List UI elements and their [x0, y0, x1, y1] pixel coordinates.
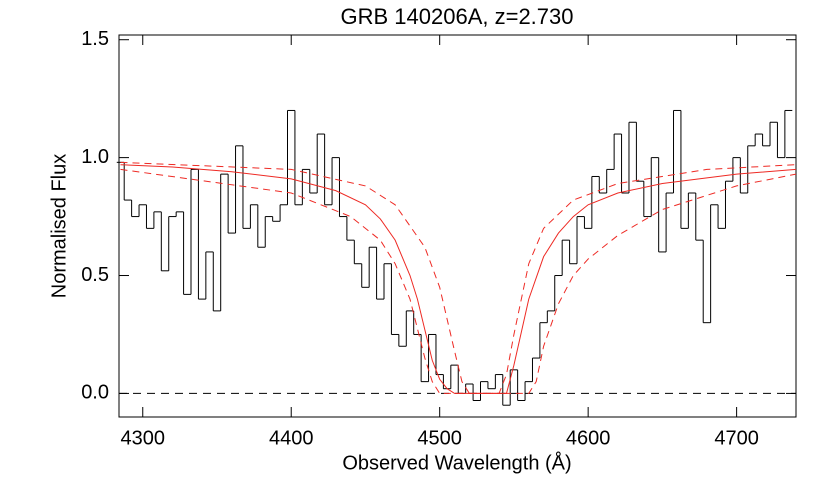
- fit-model: [120, 164, 797, 394]
- fit-bound: [120, 161, 797, 394]
- chart-title: GRB 140206A, z=2.730: [341, 4, 574, 29]
- y-axis-label: Normalised Flux: [48, 154, 70, 298]
- x-tick-label: 4700: [714, 427, 759, 449]
- y-tick-label: 1.0: [81, 146, 109, 168]
- x-axis-label: Observed Wavelength (Å): [342, 451, 571, 474]
- fit-bound: [120, 168, 797, 394]
- x-tick-label: 4500: [417, 427, 462, 449]
- y-tick-label: 0.0: [81, 382, 109, 404]
- y-tick-label: 0.5: [81, 264, 109, 286]
- y-tick-label: 1.5: [81, 28, 109, 50]
- plot-frame: [118, 34, 797, 418]
- x-tick-label: 4400: [269, 427, 314, 449]
- x-tick-label: 4300: [121, 427, 166, 449]
- x-tick-label: 4600: [566, 427, 611, 449]
